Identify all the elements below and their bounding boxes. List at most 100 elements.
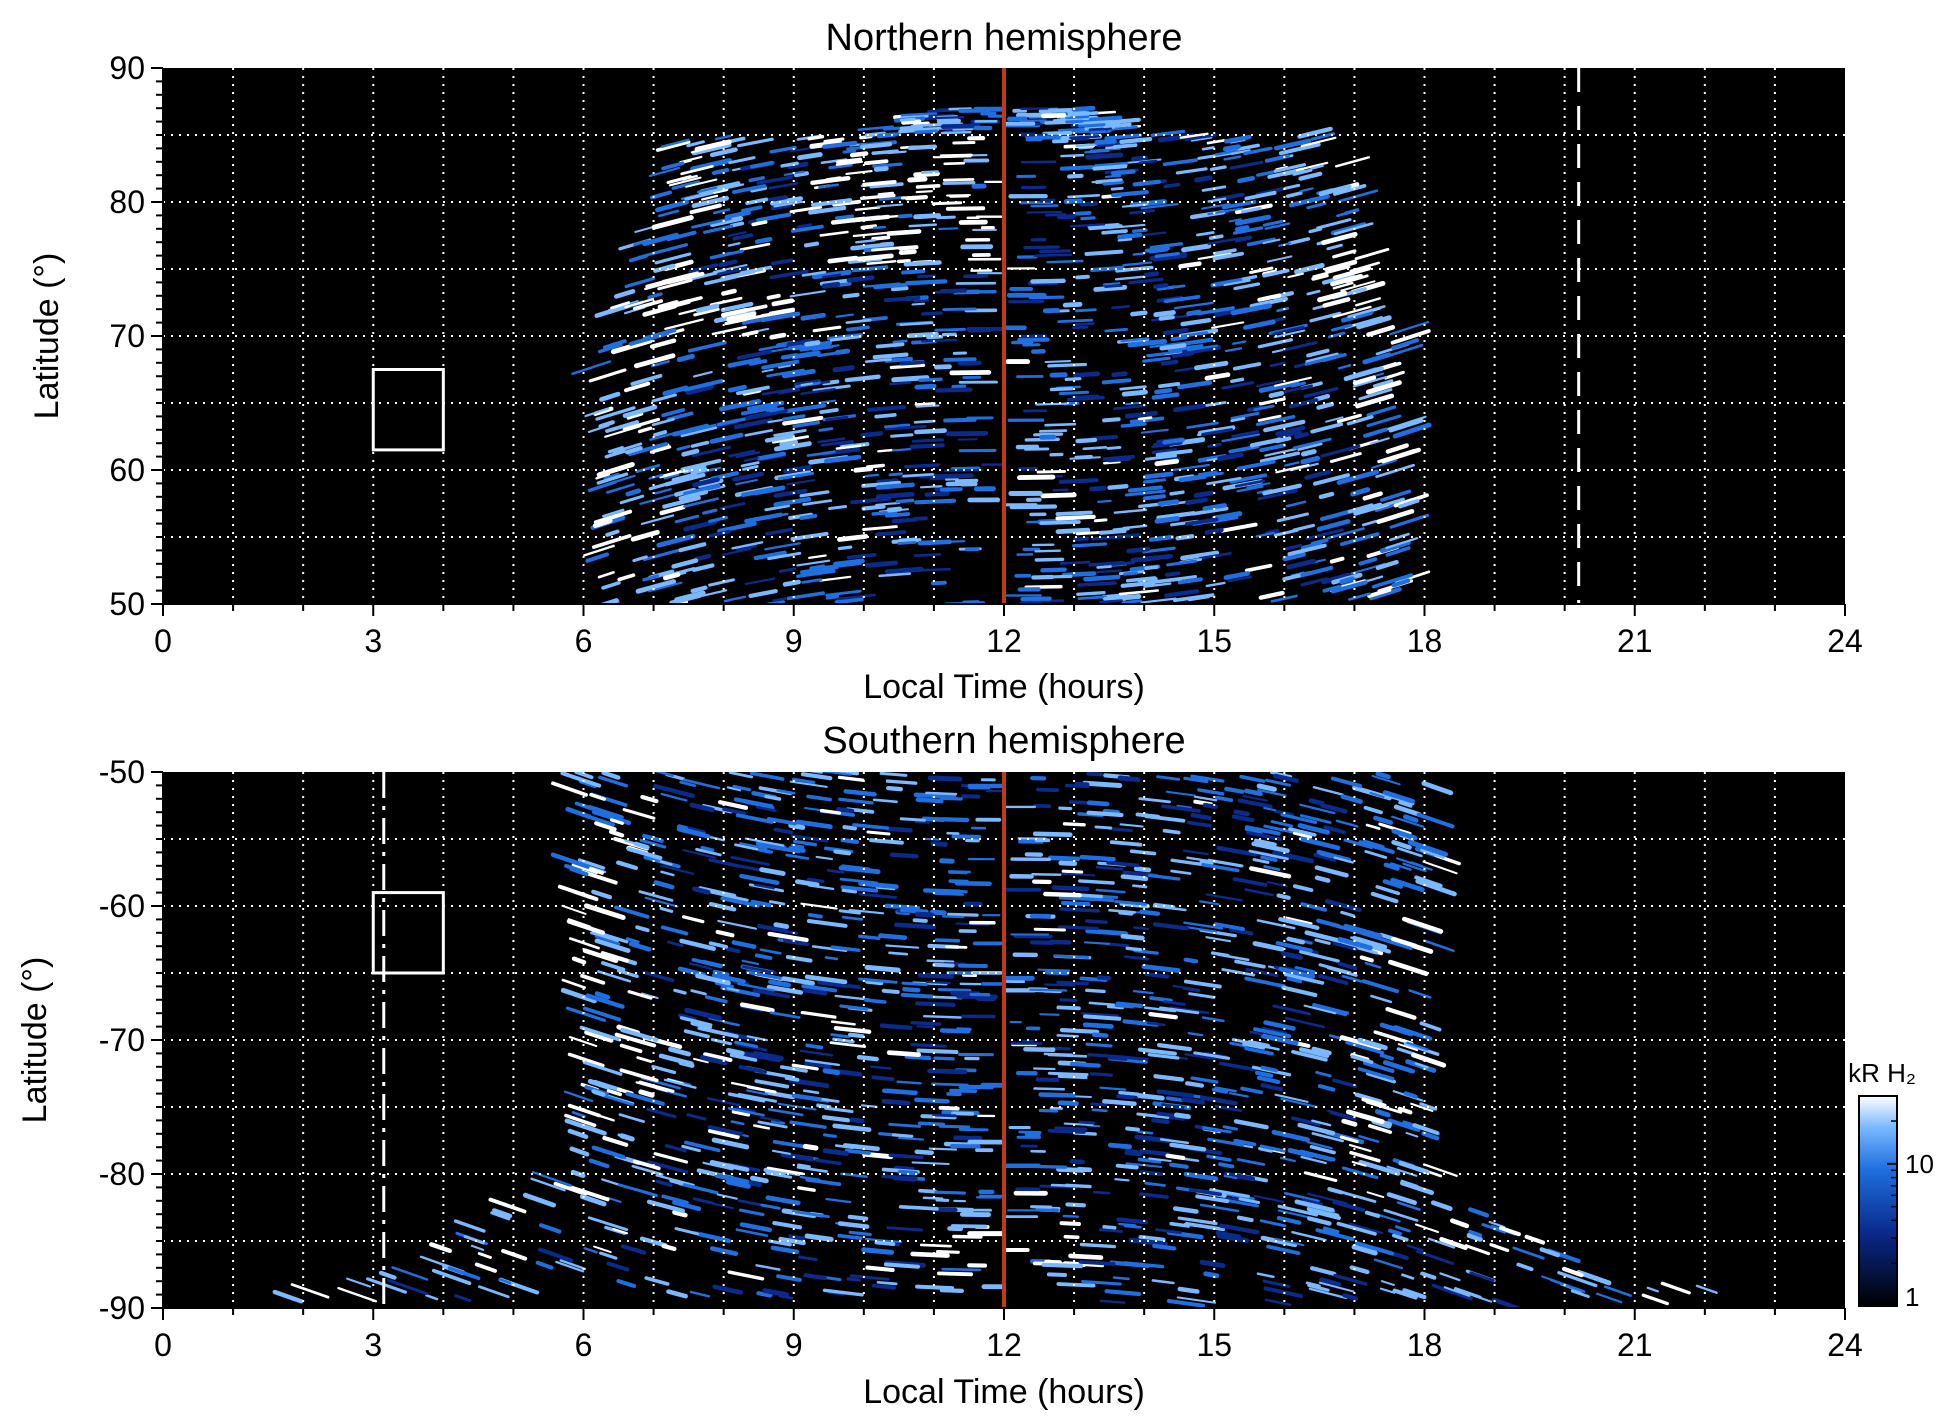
heatmap-streak (1201, 1016, 1225, 1023)
heatmap-streak (885, 826, 913, 833)
heatmap-streak (1221, 433, 1261, 443)
heatmap-streak (679, 938, 716, 951)
heatmap-streak (875, 342, 905, 349)
heatmap-streak (760, 1203, 781, 1210)
heatmap-streak (886, 1050, 921, 1058)
heatmap-streak (1074, 781, 1090, 787)
heatmap-streak (1340, 280, 1376, 292)
heatmap-streak (800, 387, 836, 395)
heatmap-streak (1363, 805, 1383, 815)
heatmap-streak (926, 959, 955, 963)
heatmap-streak (712, 1284, 744, 1295)
heatmap-streak (1307, 1283, 1330, 1292)
heatmap-streak (861, 480, 901, 488)
heatmap-streak (947, 912, 979, 917)
heatmap-streak (708, 578, 735, 587)
heatmap-streak (879, 772, 908, 777)
heatmap-streak (1351, 935, 1388, 950)
heatmap-streak (1443, 1286, 1471, 1297)
heatmap-streak (689, 1290, 710, 1298)
heatmap-streak (756, 1291, 773, 1298)
heatmap-streak (934, 387, 973, 393)
heatmap-streak (815, 1158, 842, 1166)
heatmap-streak (1102, 122, 1132, 129)
heatmap-streak (1064, 783, 1090, 789)
heatmap-streak (606, 1088, 623, 1097)
heatmap-streak (1285, 500, 1307, 508)
heatmap-streak (1221, 968, 1256, 977)
heatmap-streak (685, 269, 727, 282)
heatmap-streak (1291, 1049, 1328, 1062)
heatmap-streak (1130, 553, 1173, 563)
heatmap-streak (1315, 1071, 1332, 1078)
heatmap-streak (1297, 1122, 1336, 1136)
heatmap-streak (1244, 563, 1273, 573)
heatmap-streak (1110, 169, 1136, 176)
heatmap-streak (1271, 1129, 1310, 1143)
heatmap-streak (1323, 825, 1346, 835)
heatmap-streak (1233, 809, 1250, 817)
heatmap-streak (624, 839, 641, 846)
heatmap-streak (839, 1004, 869, 1011)
heatmap-streak (1216, 845, 1258, 857)
heatmap-streak (678, 542, 707, 553)
heatmap-streak (1033, 253, 1073, 257)
heatmap-streak (1345, 1040, 1385, 1055)
heatmap-streak (1148, 1157, 1172, 1163)
heatmap-streak (869, 838, 904, 845)
heatmap-streak (1230, 411, 1260, 420)
heatmap-streak (1054, 1126, 1088, 1131)
heatmap-streak (1464, 1244, 1491, 1256)
heatmap-streak (1281, 951, 1303, 960)
heatmap-streak (1275, 425, 1306, 436)
heatmap-streak (1269, 361, 1286, 368)
heatmap-streak (1135, 812, 1160, 819)
heatmap-streak (1330, 222, 1367, 236)
heatmap-streak (899, 117, 916, 122)
x-tick-label: 12 (986, 1327, 1022, 1363)
heatmap-streak (648, 166, 681, 177)
heatmap-streak (1062, 822, 1086, 827)
heatmap-streak (1190, 813, 1212, 821)
heatmap-streak (1391, 338, 1420, 350)
heatmap-streak (1108, 1142, 1132, 1150)
heatmap-streak (858, 892, 898, 899)
heatmap-streak (708, 529, 731, 538)
heatmap-streak (1034, 549, 1062, 553)
heatmap-streak (934, 364, 952, 370)
heatmap-streak (1056, 1282, 1096, 1288)
heatmap-streak (934, 938, 961, 943)
heatmap-streak (914, 1149, 934, 1155)
heatmap-streak (1173, 593, 1215, 603)
heatmap-streak (1058, 806, 1073, 811)
heatmap-streak (790, 224, 824, 233)
heatmap-streak (1165, 1153, 1186, 1161)
heatmap-streak (800, 312, 826, 321)
heatmap-streak (1364, 850, 1388, 859)
heatmap-streak (666, 1289, 688, 1299)
heatmap-streak (766, 293, 781, 300)
heatmap-streak (1065, 1202, 1086, 1208)
heatmap-streak (1326, 966, 1358, 977)
heatmap-streak (1358, 388, 1393, 401)
heatmap-streak (646, 1107, 677, 1119)
heatmap-streak (1196, 231, 1215, 237)
heatmap-streak (732, 233, 754, 241)
heatmap-streak (1030, 278, 1066, 284)
heatmap-streak (886, 1226, 923, 1232)
heatmap-streak (660, 925, 689, 936)
heatmap-streak (607, 446, 624, 454)
heatmap-streak (1294, 431, 1310, 439)
heatmap-streak (827, 255, 859, 264)
heatmap-streak (1256, 1272, 1275, 1279)
heatmap-streak (943, 417, 977, 423)
overlays-north (371, 68, 1581, 604)
heatmap-streak (1561, 1266, 1584, 1278)
heatmap-streak (1144, 1181, 1166, 1187)
heatmap-streak (620, 1244, 647, 1255)
heatmap-streak (425, 1294, 439, 1301)
heatmap-streak (1312, 266, 1351, 278)
heatmap-streak (599, 1251, 618, 1260)
heatmap-streak (804, 340, 821, 347)
heatmap-streak (933, 892, 965, 896)
